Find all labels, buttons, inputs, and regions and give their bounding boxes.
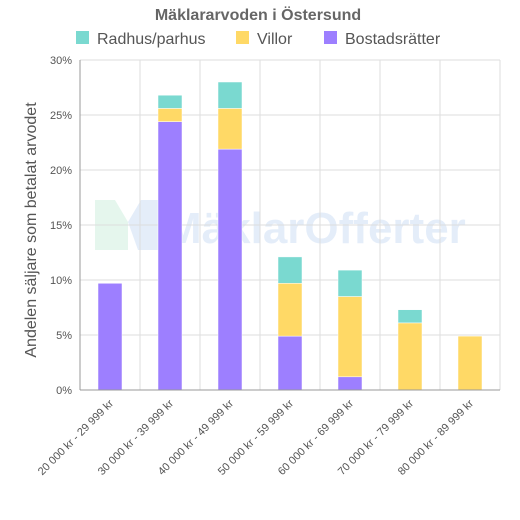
y-tick-label: 5% <box>56 330 72 342</box>
y-axis-label: Andelen säljare som betalat arvodet <box>23 102 40 358</box>
bar-2-2[interactable] <box>217 148 243 391</box>
bar-3-0[interactable] <box>277 256 303 284</box>
bars <box>97 81 483 391</box>
bar-3-1[interactable] <box>277 283 303 337</box>
y-tick-label: 25% <box>50 110 72 122</box>
bar-2-0[interactable] <box>217 81 243 109</box>
legend-swatch-2[interactable] <box>324 31 337 44</box>
bar-5-0[interactable] <box>397 309 423 324</box>
y-tick-label: 10% <box>50 275 72 287</box>
y-tick-label: 20% <box>50 165 72 177</box>
bar-5-1[interactable] <box>397 322 423 391</box>
bar-6-1[interactable] <box>457 335 483 391</box>
bar-2-1[interactable] <box>217 108 243 150</box>
bar-1-1[interactable] <box>157 108 183 122</box>
chart-title: Mäklararvoden i Östersund <box>155 5 361 24</box>
bar-1-2[interactable] <box>157 121 183 391</box>
bar-3-2[interactable] <box>277 335 303 391</box>
legend-swatch-1[interactable] <box>236 31 249 44</box>
legend-label-1[interactable]: Villor <box>257 31 293 48</box>
bar-1-0[interactable] <box>157 94 183 109</box>
bar-0-2[interactable] <box>97 283 123 391</box>
bar-4-0[interactable] <box>337 269 363 297</box>
y-tick-label: 0% <box>56 385 72 397</box>
y-tick-label: 30% <box>50 55 72 67</box>
bar-4-1[interactable] <box>337 296 363 378</box>
watermark: MäklarOfferter <box>95 200 466 253</box>
legend-swatch-0[interactable] <box>76 31 89 44</box>
legend-label-2[interactable]: Bostadsrätter <box>345 31 441 48</box>
y-tick-label: 15% <box>50 220 72 232</box>
legend-label-0[interactable]: Radhus/parhus <box>97 31 206 48</box>
watermark-text: MäklarOfferter <box>165 204 466 253</box>
legend: Radhus/parhus Villor Bostadsrätter <box>76 31 441 48</box>
bar-4-2[interactable] <box>337 376 363 391</box>
